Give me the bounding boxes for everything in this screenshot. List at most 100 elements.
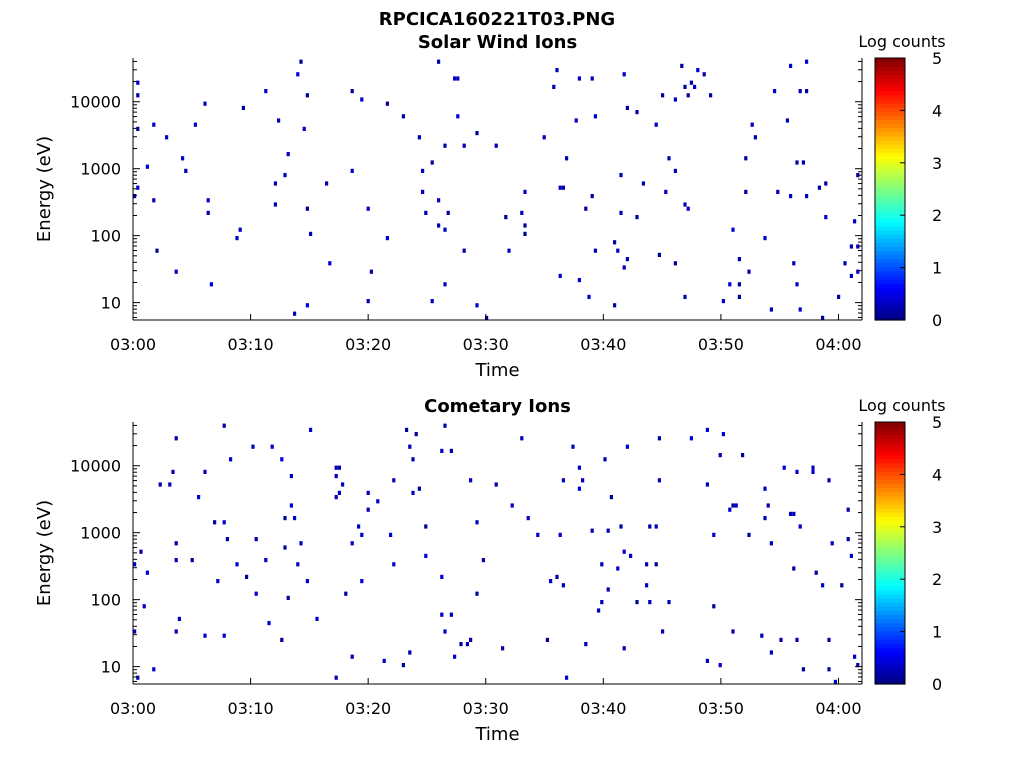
- heatmap-cell: [590, 528, 594, 533]
- heatmap-cell: [225, 537, 229, 542]
- heatmap-cell: [571, 444, 575, 449]
- heatmap-cell: [849, 273, 853, 278]
- heatmap-cell: [801, 160, 805, 165]
- heatmap-cell: [561, 583, 565, 588]
- heatmap-cell: [417, 135, 421, 140]
- colorbar-tick-label: 1: [932, 259, 942, 278]
- heatmap-cell: [648, 600, 652, 605]
- heatmap-cell: [718, 453, 722, 458]
- colorbar-segment: [875, 528, 905, 534]
- x-tick-label: 03:10: [228, 335, 274, 354]
- heatmap-cell: [673, 261, 677, 266]
- heatmap-cell: [523, 189, 527, 194]
- colorbar-segment: [875, 193, 905, 198]
- heatmap-cell: [622, 265, 626, 270]
- heatmap-cell: [654, 562, 658, 567]
- heatmap-cell: [737, 257, 741, 262]
- heatmap-cell: [283, 516, 287, 521]
- heatmap-cell: [523, 231, 527, 236]
- colorbar-segment: [875, 143, 905, 149]
- heatmap-cell: [459, 642, 463, 647]
- heatmap-cell: [680, 63, 684, 68]
- colorbar-segment: [875, 651, 905, 656]
- heatmap-cell: [728, 507, 732, 512]
- colorbar-tick-label: 2: [932, 206, 942, 225]
- heatmap-cell: [606, 587, 610, 592]
- colorbar-segment: [875, 450, 905, 456]
- heatmap-cell: [273, 202, 277, 207]
- heatmap-cell: [328, 261, 332, 266]
- colorbar-frame: [874, 421, 906, 685]
- colorbar-segment: [875, 422, 905, 427]
- heatmap-cell: [443, 423, 447, 428]
- colorbar-segment: [875, 205, 905, 211]
- colorbar-tick-label: 4: [932, 465, 942, 484]
- colorbar-segment: [875, 516, 905, 521]
- heatmap-cell: [664, 189, 668, 194]
- heatmap-cell: [645, 562, 649, 567]
- colorbar-segment: [875, 70, 905, 75]
- heatmap-cell: [747, 532, 751, 537]
- heatmap-cell: [145, 164, 149, 169]
- heatmap-cell: [526, 516, 530, 521]
- heatmap-cell: [654, 524, 658, 529]
- heatmap-cell: [456, 76, 460, 81]
- heatmap-cell: [565, 675, 569, 680]
- heatmap-cell: [334, 474, 338, 479]
- heatmap-cell: [616, 566, 620, 571]
- colorbar-segment: [875, 131, 905, 137]
- heatmap-cell: [357, 524, 361, 529]
- heatmap-cell: [760, 633, 764, 638]
- colorbar-segment: [875, 221, 905, 227]
- heatmap-cell: [853, 219, 857, 224]
- colorbar-segment: [875, 520, 905, 525]
- heatmap-cell: [277, 118, 281, 123]
- colorbar-segment: [875, 103, 905, 108]
- colorbar-tick-label: 0: [932, 675, 942, 694]
- heatmap-cell: [424, 553, 428, 558]
- heatmap-cell: [389, 532, 393, 537]
- heatmap-cell: [801, 667, 805, 672]
- heatmap-cell: [520, 210, 524, 215]
- colorbar-segment: [875, 491, 905, 497]
- heatmap-cell: [152, 667, 156, 672]
- colorbar-segment: [875, 180, 905, 186]
- y-axis-label: Energy (eV): [34, 136, 55, 242]
- heatmap-cell: [545, 637, 549, 642]
- colorbar-segment: [875, 78, 905, 84]
- colorbar-segment: [875, 622, 905, 628]
- heatmap-cell: [641, 181, 645, 186]
- heatmap-cell: [798, 89, 802, 94]
- heatmap-cell: [558, 532, 562, 537]
- colorbar-segment: [875, 675, 905, 681]
- heatmap-cell: [728, 282, 732, 287]
- heatmap-cell: [494, 143, 498, 148]
- colorbar-segment: [875, 299, 905, 305]
- heatmap-cell: [334, 465, 338, 470]
- heatmap-cell: [555, 68, 559, 73]
- colorbar-segment: [875, 557, 905, 562]
- x-tick-label: 03:00: [110, 699, 156, 718]
- heatmap-cell: [449, 612, 453, 617]
- heatmap-cell: [590, 194, 594, 199]
- heatmap-cell: [369, 269, 373, 274]
- heatmap-cell: [430, 160, 434, 165]
- heatmap-cell: [846, 537, 850, 542]
- heatmap-cell: [376, 499, 380, 504]
- heatmap-cell: [254, 537, 258, 542]
- heatmap-cell: [856, 269, 860, 274]
- heatmap-cell: [830, 541, 834, 546]
- heatmap-cell: [824, 181, 828, 186]
- colorbar-segment: [875, 434, 905, 439]
- heatmap-cell: [520, 436, 524, 441]
- heatmap-cell: [792, 261, 796, 266]
- heatmap-cell: [849, 553, 853, 558]
- y-axis-label: Energy (eV): [34, 500, 55, 606]
- heatmap-cell: [667, 600, 671, 605]
- colorbar-segment: [875, 111, 905, 116]
- colorbar-tick-label: 3: [932, 518, 942, 537]
- heatmap-cell: [789, 63, 793, 68]
- heatmap-cell: [856, 244, 860, 249]
- heatmap-cell: [222, 633, 226, 638]
- colorbar-segment: [875, 213, 905, 219]
